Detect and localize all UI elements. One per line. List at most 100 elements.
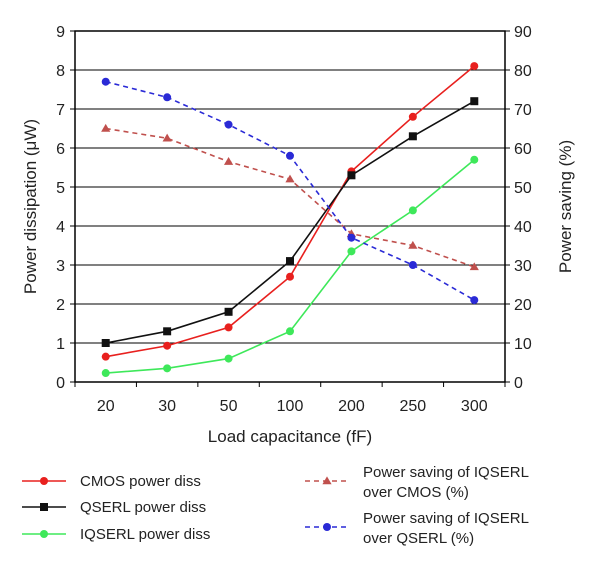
x-tick-label: 20: [97, 398, 115, 415]
x-tick-label: 50: [220, 398, 238, 415]
data-point: [224, 120, 233, 129]
legend-label-line: over QSERL (%): [363, 530, 474, 547]
right-axis-label: Power saving (%): [556, 140, 575, 273]
data-point: [470, 62, 479, 71]
legend-swatch-marker: [322, 476, 332, 485]
data-point: [470, 155, 479, 164]
left-tick-label: 4: [56, 219, 65, 236]
data-point: [470, 296, 479, 305]
right-tick-label: 10: [514, 336, 532, 353]
left-tick-label: 5: [56, 180, 65, 197]
legend: CMOS power diss QSERL power diss IQSERL po…: [22, 464, 529, 547]
data-point: [469, 262, 479, 271]
legend-label: Power saving of IQSERL over QSERL (%): [363, 510, 529, 547]
right-tick-label: 20: [514, 297, 532, 314]
data-point: [101, 123, 111, 132]
legend-swatch-marker: [40, 503, 48, 511]
legend-label: QSERL power diss: [80, 499, 206, 516]
legend-label-line: Power saving of IQSERL: [363, 464, 529, 481]
x-tick-label: 300: [461, 398, 488, 415]
data-point: [347, 247, 356, 256]
right-tick-label: 60: [514, 141, 532, 158]
legend-item: IQSERL power diss: [22, 526, 210, 543]
data-point: [163, 93, 172, 102]
series-5: [101, 77, 479, 305]
data-point: [408, 206, 417, 215]
legend-item: CMOS power diss: [22, 473, 201, 490]
x-axis-ticks: 20 30 50 100 200 250 300: [74, 382, 506, 415]
legend-swatch-marker: [40, 530, 48, 538]
data-point: [408, 261, 417, 269]
data-point: [408, 240, 418, 249]
x-tick-label: 200: [338, 398, 365, 415]
series-layer: [101, 62, 479, 378]
gridlines: [75, 69, 505, 344]
series-4: [101, 123, 479, 271]
legend-item: Power saving of IQSERL over QSERL (%): [305, 510, 529, 547]
x-tick-label: 30: [158, 398, 176, 415]
data-point: [224, 354, 233, 363]
left-tick-label: 3: [56, 258, 65, 275]
series-3: [101, 155, 479, 378]
series-line: [105, 159, 475, 374]
data-point: [101, 369, 110, 378]
legend-label: IQSERL power diss: [80, 526, 210, 543]
right-tick-label: 0: [514, 375, 523, 392]
legend-label-line: CMOS power diss: [80, 473, 201, 490]
x-tick-label: 250: [400, 398, 427, 415]
right-tick-label: 40: [514, 219, 532, 236]
data-point: [286, 327, 294, 336]
legend-label-line: Power saving of IQSERL: [363, 510, 529, 527]
right-tick-label: 90: [514, 24, 532, 41]
data-point: [286, 257, 294, 266]
legend-label: Power saving of IQSERL over CMOS (%): [363, 464, 529, 501]
legend-label-line: over CMOS (%): [363, 484, 469, 501]
series-line: [105, 80, 475, 301]
legend-label-line: QSERL power diss: [80, 499, 206, 516]
data-point: [163, 364, 172, 373]
left-tick-label: 9: [56, 24, 65, 41]
x-tick-label: 100: [277, 398, 304, 415]
left-axis-label: Power dissipation (μW): [21, 119, 40, 294]
data-point: [286, 151, 294, 160]
left-tick-label: 8: [56, 63, 65, 80]
left-tick-label: 6: [56, 141, 65, 158]
data-point: [163, 341, 172, 350]
data-point: [408, 112, 417, 121]
legend-swatch-marker: [40, 477, 48, 485]
left-axis-ticks: 0 1 2 3 4 5 6 7 8 9: [56, 24, 75, 392]
right-tick-label: 80: [514, 63, 532, 80]
plot-frame: [74, 30, 506, 383]
data-point: [101, 77, 110, 86]
left-tick-label: 0: [56, 375, 65, 392]
legend-label-line: IQSERL power diss: [80, 526, 210, 543]
x-axis-label: Load capacitance (fF): [208, 427, 372, 446]
legend-item: Power saving of IQSERL over CMOS (%): [305, 464, 529, 501]
legend-label: CMOS power diss: [80, 473, 201, 490]
data-point: [101, 339, 110, 347]
series-1: [101, 62, 479, 361]
series-line: [105, 65, 475, 358]
series-2: [101, 97, 479, 347]
data-point: [470, 97, 479, 106]
legend-item: QSERL power diss: [22, 499, 206, 516]
right-tick-label: 70: [514, 102, 532, 119]
data-point: [286, 272, 294, 281]
data-point: [224, 323, 233, 332]
data-point: [163, 327, 172, 336]
legend-swatch-marker: [323, 523, 331, 531]
left-tick-label: 1: [56, 336, 65, 353]
right-tick-label: 30: [514, 258, 532, 275]
series-line: [105, 127, 475, 268]
data-point: [223, 157, 234, 165]
data-point: [285, 174, 295, 183]
right-axis-ticks: 0 10 20 30 40 50 60 70 80 90: [505, 24, 532, 392]
data-point: [224, 307, 233, 316]
left-tick-label: 7: [56, 102, 65, 119]
data-point: [101, 352, 110, 361]
data-point: [347, 171, 356, 180]
left-tick-label: 2: [56, 297, 65, 314]
data-point: [408, 132, 417, 141]
data-point: [347, 233, 356, 242]
